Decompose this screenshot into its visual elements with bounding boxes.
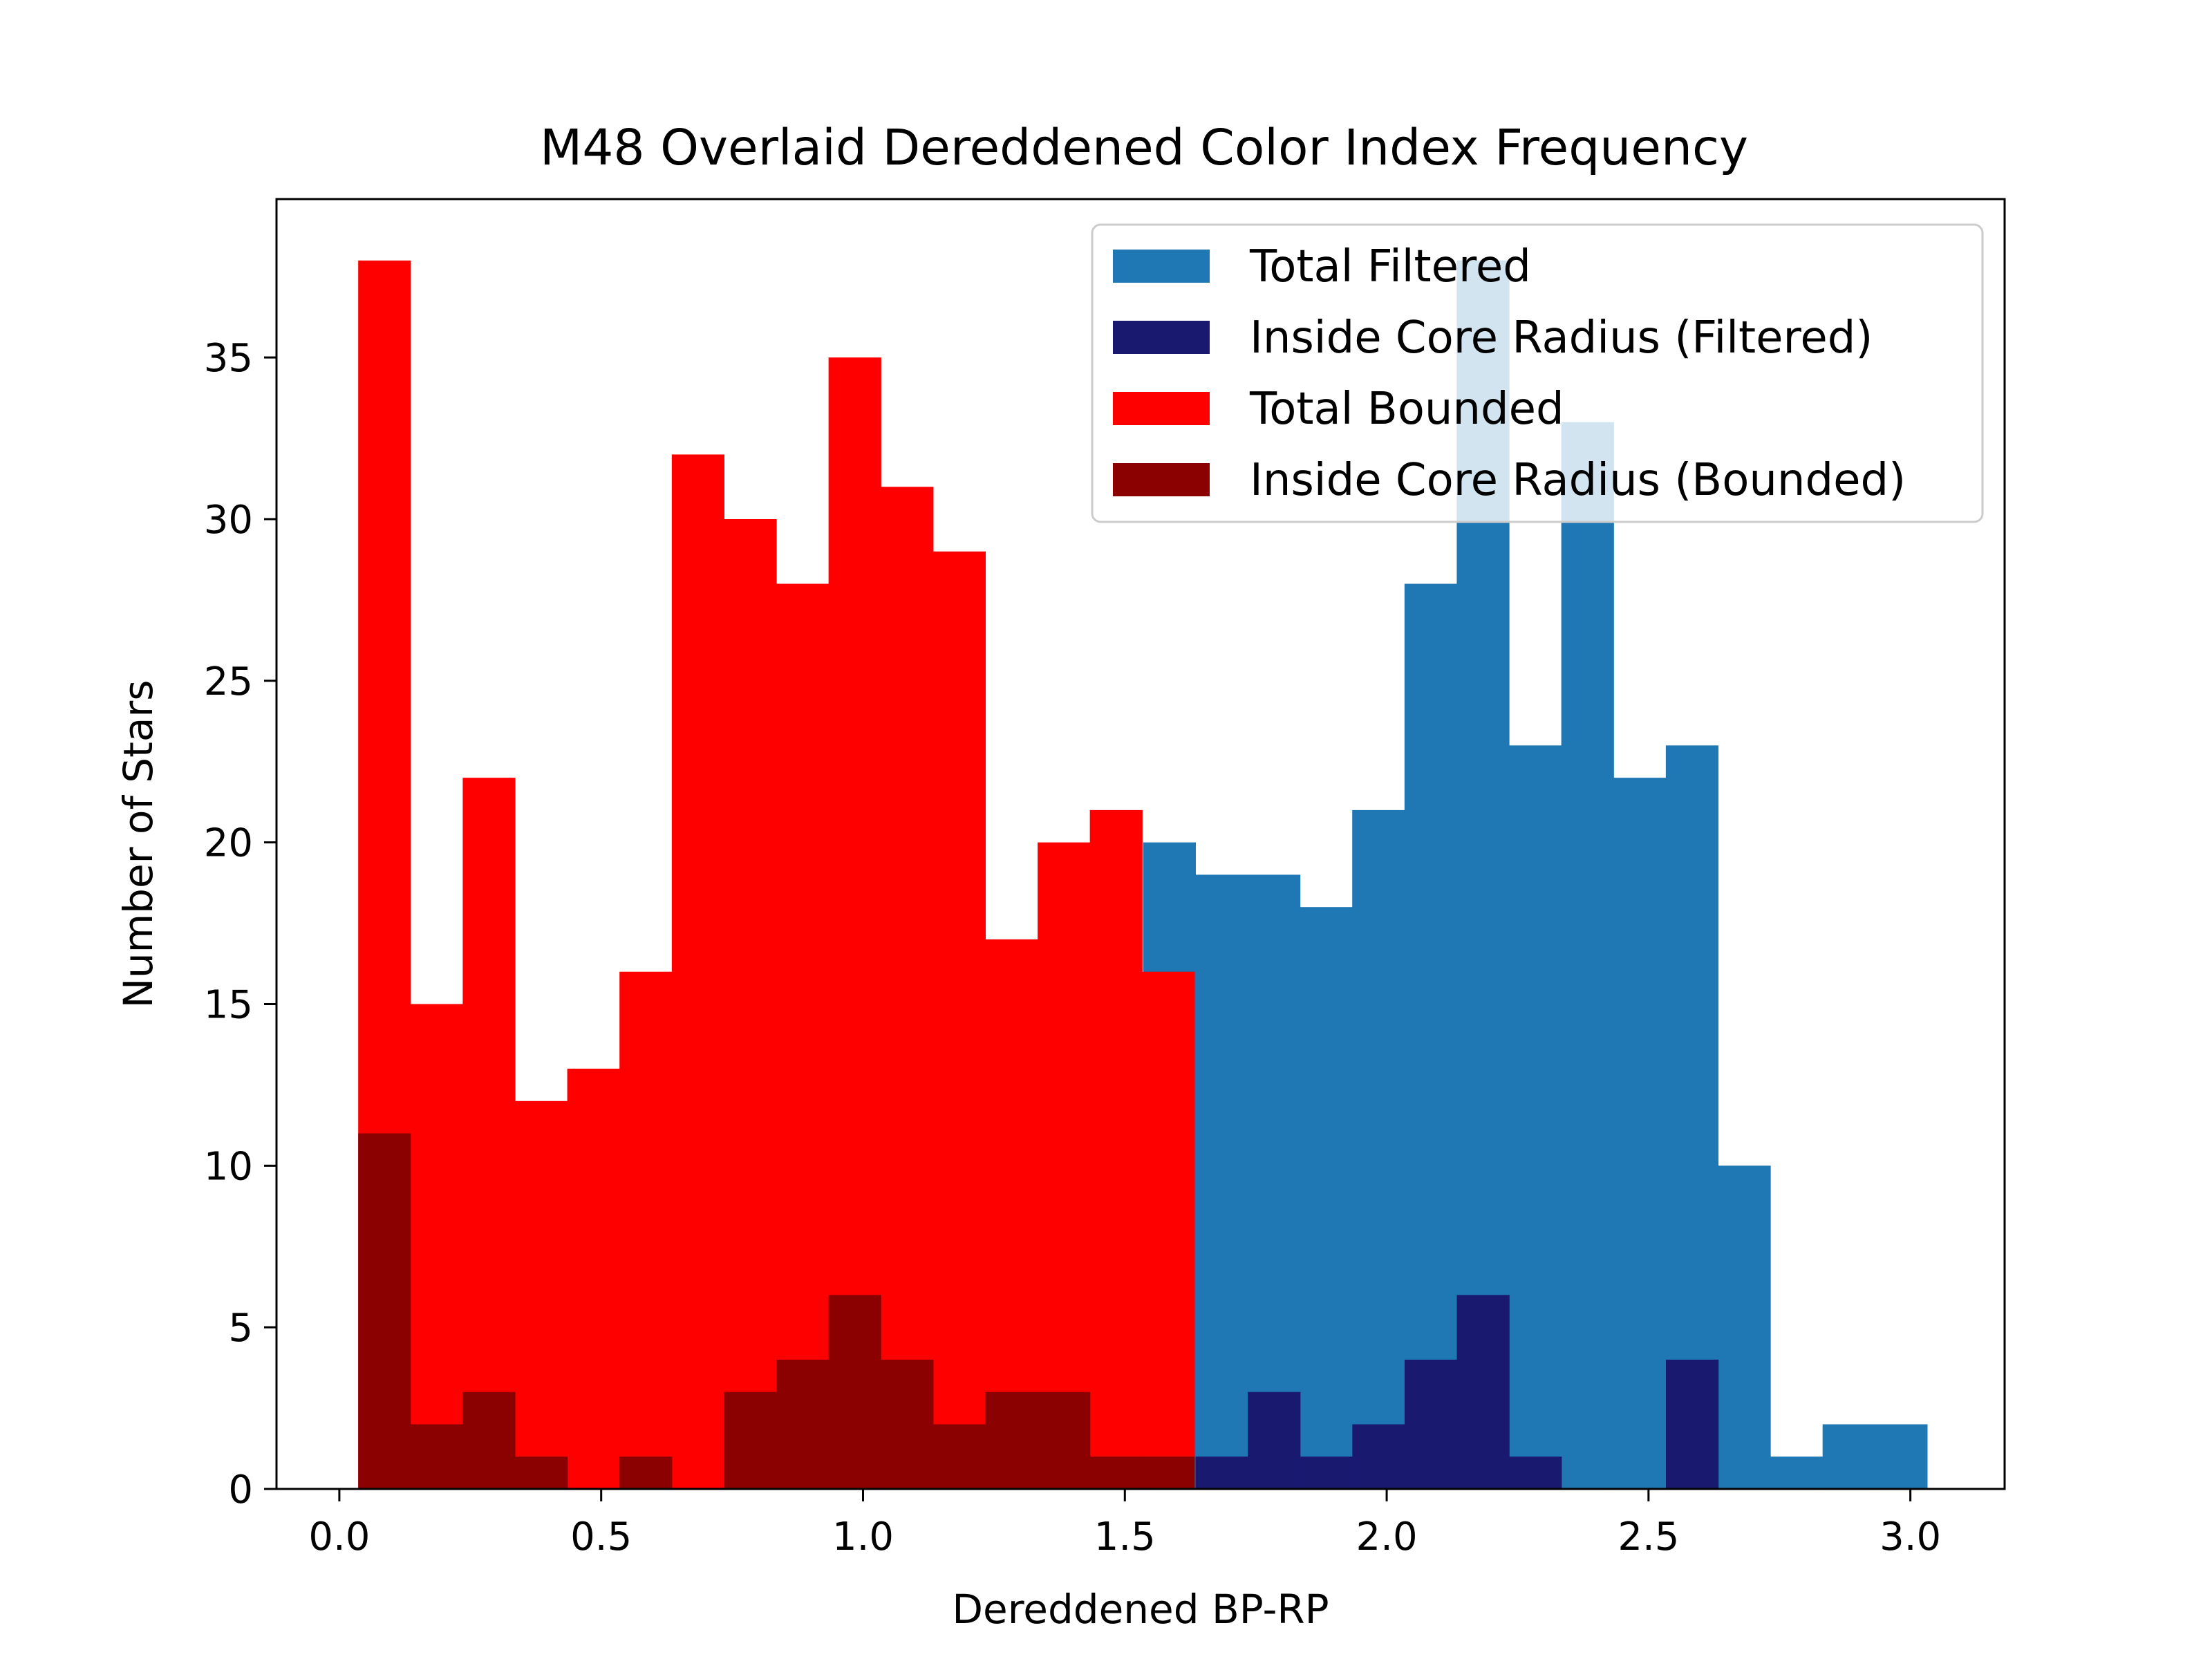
- legend-label-total-bounded: Total Bounded: [1249, 384, 1564, 435]
- legend-label-inside-core-radius-filtered: Inside Core Radius (Filtered): [1250, 312, 1873, 364]
- x-tick-label: 0.5: [570, 1515, 632, 1559]
- bar-total-bounded-1: [410, 1004, 463, 1489]
- bars-layer: [358, 260, 1928, 1490]
- bar-inside-core-radius-bounded-14: [1089, 1456, 1143, 1489]
- series-total-bounded: [358, 260, 1195, 1490]
- bar-inside-core-radius-filtered-5: [1456, 1295, 1510, 1489]
- legend-label-total-filtered: Total Filtered: [1249, 241, 1531, 292]
- bar-total-bounded-11: [932, 551, 986, 1489]
- bar-total-bounded-2: [462, 778, 516, 1489]
- y-tick-label: 15: [204, 982, 253, 1027]
- y-tick-label: 10: [204, 1144, 253, 1189]
- bar-total-filtered-14: [1875, 1424, 1928, 1489]
- x-axis-label: Dereddened BP-RP: [952, 1586, 1329, 1633]
- chart-title: M48 Overlaid Dereddened Color Index Freq…: [540, 119, 1748, 176]
- x-axis-ticks: 0.0 0.5 1.0 1.5 2.0 2.5 3.0: [308, 1489, 1941, 1559]
- bar-total-bounded-7: [724, 518, 777, 1489]
- bar-inside-core-radius-bounded-9: [828, 1295, 881, 1489]
- bar-total-filtered-7: [1509, 745, 1562, 1489]
- series-total-filtered: [1143, 260, 1928, 1490]
- y-tick-label: 30: [204, 498, 253, 543]
- legend-entries: Total Filtered Inside Core Radius (Filter…: [1113, 241, 1906, 506]
- bar-total-filtered-9: [1613, 778, 1667, 1489]
- series-inside-core-radius-bounded: [358, 1133, 1195, 1489]
- bar-inside-core-radius-bounded-12: [985, 1391, 1038, 1489]
- bar-inside-core-radius-filtered-3: [1352, 1424, 1405, 1489]
- bar-inside-core-radius-bounded-13: [1038, 1391, 1091, 1489]
- bar-total-bounded-6: [671, 454, 725, 1490]
- bar-total-bounded-5: [619, 971, 673, 1489]
- y-tick-label: 25: [204, 659, 253, 704]
- x-tick-label: 2.5: [1618, 1515, 1679, 1559]
- bar-inside-core-radius-bounded-15: [1142, 1456, 1195, 1489]
- y-tick-label: 0: [228, 1468, 253, 1512]
- bar-inside-core-radius-filtered-6: [1509, 1456, 1562, 1489]
- bar-total-bounded-3: [515, 1100, 568, 1489]
- legend-swatch-total-bounded: [1113, 392, 1210, 425]
- legend-label-inside-core-radius-bounded: Inside Core Radius (Bounded): [1250, 455, 1906, 506]
- bar-inside-core-radius-bounded-8: [776, 1359, 830, 1489]
- bar-inside-core-radius-filtered-0: [1195, 1456, 1248, 1489]
- y-axis-label: Number of Stars: [115, 680, 162, 1009]
- bar-total-bounded-13: [1038, 842, 1091, 1489]
- bar-total-filtered-4: [1352, 809, 1405, 1489]
- bar-inside-core-radius-filtered-2: [1300, 1456, 1353, 1489]
- series-inside-core-radius-filtered: [1195, 1295, 1719, 1489]
- bar-total-bounded-15: [1142, 971, 1195, 1489]
- bar-total-filtered-1: [1195, 874, 1248, 1489]
- bar-total-filtered-11: [1718, 1165, 1771, 1489]
- bar-inside-core-radius-filtered-1: [1248, 1391, 1301, 1489]
- x-tick-label: 1.5: [1094, 1515, 1156, 1559]
- bar-total-bounded-14: [1089, 809, 1143, 1489]
- x-tick-label: 0.0: [308, 1515, 370, 1559]
- legend-swatch-total-filtered: [1113, 250, 1210, 283]
- bar-total-filtered-13: [1822, 1424, 1875, 1489]
- bar-total-filtered-3: [1300, 907, 1353, 1489]
- legend-swatch-inside-core-radius-bounded: [1113, 463, 1210, 496]
- legend-box: [1091, 223, 1984, 523]
- bar-total-bounded-10: [881, 487, 934, 1489]
- legend: Total Filtered Inside Core Radius (Filter…: [1091, 223, 1984, 523]
- bar-total-filtered-8: [1561, 422, 1614, 1490]
- bar-inside-core-radius-filtered-4: [1404, 1359, 1458, 1489]
- x-tick-label: 3.0: [1880, 1515, 1941, 1559]
- bar-inside-core-radius-bounded-10: [881, 1359, 934, 1489]
- bar-inside-core-radius-bounded-11: [932, 1424, 986, 1489]
- bar-total-bounded-4: [567, 1069, 620, 1489]
- plot-frame: [275, 198, 2006, 1490]
- legend-swatch-inside-core-radius-filtered: [1113, 321, 1210, 354]
- y-tick-label: 20: [204, 821, 253, 866]
- bar-total-filtered-5: [1404, 583, 1458, 1489]
- bar-inside-core-radius-bounded-2: [462, 1391, 516, 1489]
- bar-inside-core-radius-filtered-9: [1666, 1359, 1719, 1489]
- bar-inside-core-radius-bounded-3: [515, 1456, 568, 1489]
- bar-total-bounded-8: [776, 583, 830, 1489]
- y-tick-label: 5: [228, 1306, 253, 1351]
- x-tick-label: 2.0: [1356, 1515, 1418, 1559]
- x-tick-label: 1.0: [832, 1515, 894, 1559]
- y-axis-ticks: 0 5 10 15 20 25 30 35: [204, 336, 276, 1512]
- bar-inside-core-radius-bounded-1: [410, 1424, 463, 1489]
- bar-total-filtered-12: [1770, 1456, 1824, 1489]
- bar-total-filtered-2: [1248, 874, 1301, 1489]
- bar-inside-core-radius-bounded-0: [358, 1133, 411, 1489]
- bar-inside-core-radius-bounded-7: [724, 1391, 777, 1489]
- y-tick-label: 35: [204, 336, 253, 381]
- bar-inside-core-radius-bounded-5: [619, 1456, 673, 1489]
